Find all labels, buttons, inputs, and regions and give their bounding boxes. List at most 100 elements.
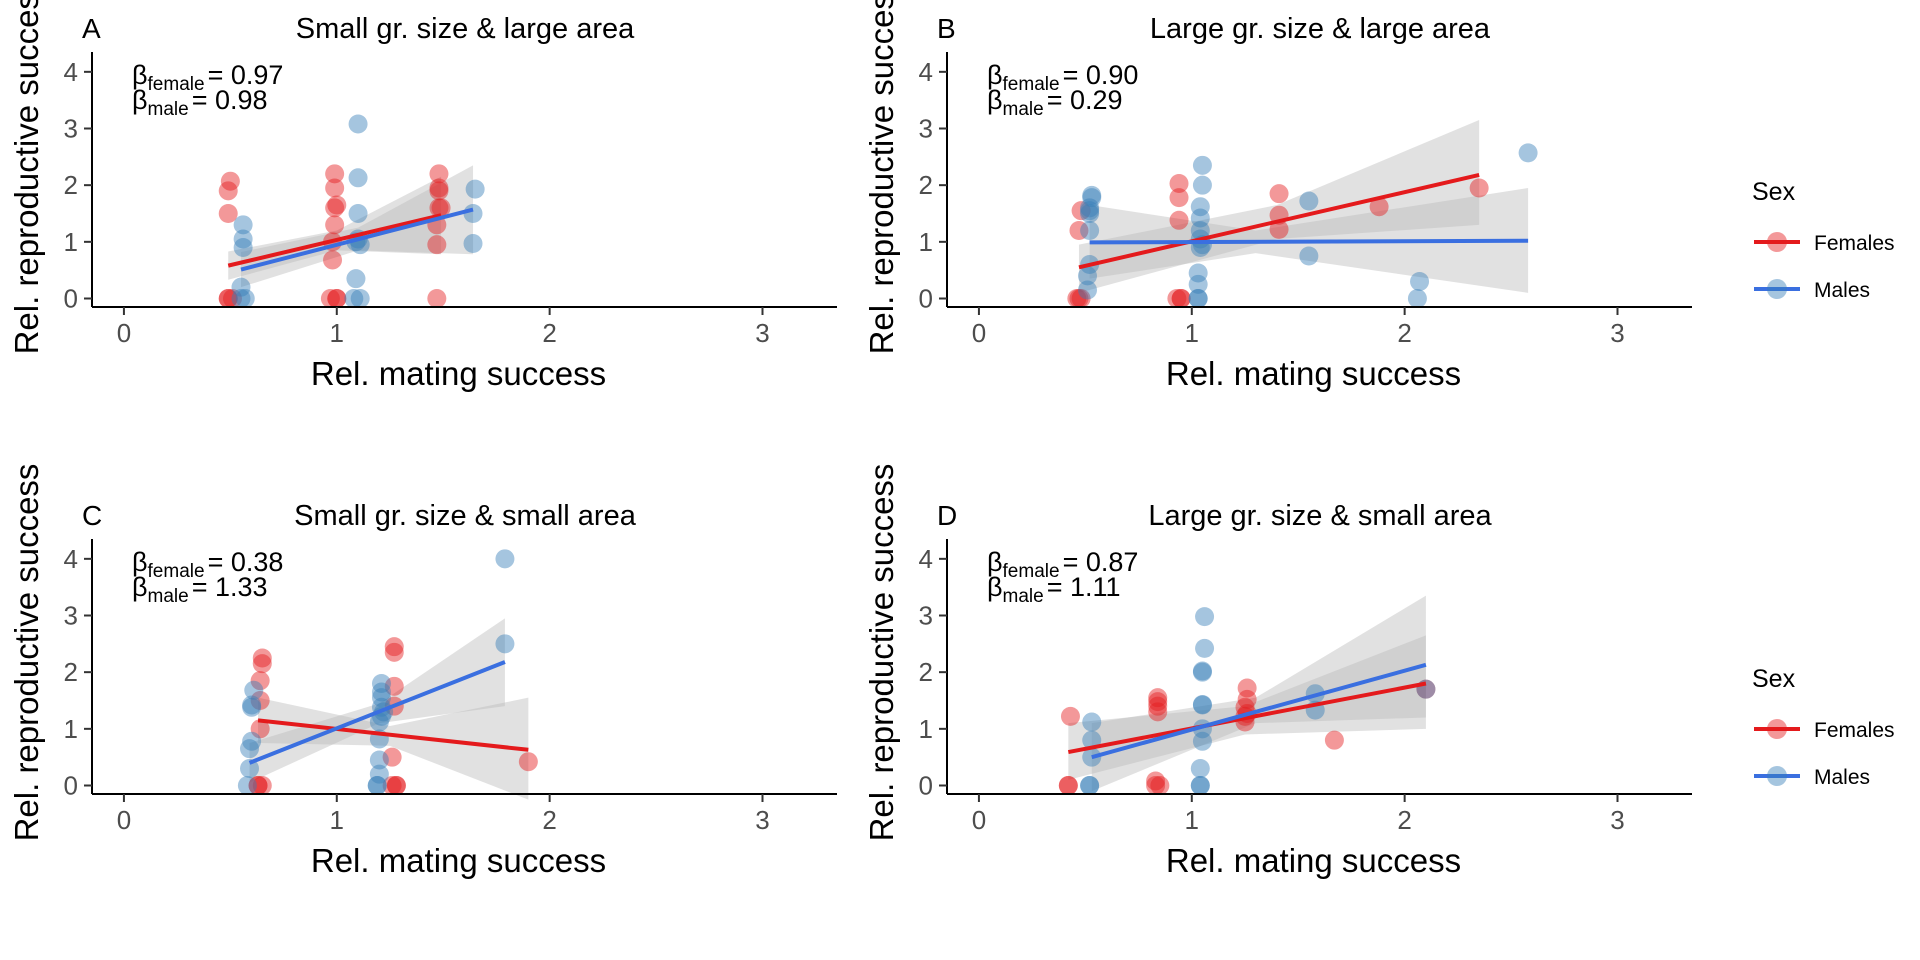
male-point	[231, 289, 251, 308]
female-point	[252, 776, 272, 795]
male-point	[369, 750, 389, 770]
female-point	[1148, 696, 1168, 716]
legend-female-key-point	[1767, 719, 1787, 739]
male-point	[1192, 731, 1212, 751]
female-fit-line	[227, 213, 442, 268]
female-point	[431, 198, 451, 218]
female-point	[1269, 184, 1289, 204]
female-ci-ribbon	[1078, 120, 1480, 293]
beta-value: = 0.97	[208, 60, 284, 90]
female-point	[250, 671, 270, 691]
x-tick-label: 2	[542, 318, 556, 348]
female-point	[1171, 289, 1191, 308]
male-ci-ribbon	[249, 618, 505, 783]
y-tick-label: 3	[64, 114, 78, 144]
male-point	[371, 674, 391, 693]
male-point	[348, 114, 368, 134]
x-tick-label: 2	[1397, 805, 1411, 835]
panel-b: B Large gr. size & large area 0 1 2 301234R…	[863, 0, 1692, 392]
x-tick-label: 1	[1185, 805, 1199, 835]
female-point	[386, 776, 406, 795]
beta-symbol: β	[132, 85, 148, 115]
female-point	[1237, 678, 1257, 698]
female-point	[250, 719, 270, 739]
male-point	[369, 712, 389, 732]
beta-value: = 0.98	[192, 85, 268, 115]
male-point	[1192, 175, 1212, 195]
female-point	[220, 171, 240, 191]
female-point	[248, 776, 268, 795]
beta-subscript: male	[1003, 586, 1044, 607]
x-tick-label: 1	[330, 805, 344, 835]
beta-subscript: female	[148, 74, 205, 95]
y-tick-label: 2	[64, 657, 78, 687]
female-point	[1369, 197, 1389, 217]
female-point	[218, 181, 238, 201]
male-point	[1080, 201, 1100, 221]
y-tick-label: 1	[64, 227, 78, 257]
male-point	[495, 634, 515, 654]
female-point	[218, 289, 238, 308]
beta-subscript: male	[148, 586, 189, 607]
beta-value: = 0.90	[1063, 60, 1139, 90]
female-ci-ribbon	[258, 697, 529, 800]
female-point	[1269, 219, 1289, 239]
beta-value: = 0.87	[1063, 547, 1139, 577]
y-tick-label: 1	[64, 714, 78, 744]
x-tick-label: 3	[1610, 318, 1624, 348]
beta-value: = 1.11	[1047, 572, 1121, 602]
female-point	[1167, 289, 1187, 308]
male-point	[463, 234, 483, 254]
female-fit-line	[1078, 173, 1480, 270]
x-tick-label: 0	[972, 805, 986, 835]
y-tick-label: 3	[64, 601, 78, 631]
male-fit-line	[1089, 238, 1529, 245]
male-fit-line	[248, 660, 506, 765]
y-tick-label: 2	[919, 657, 933, 687]
male-point	[371, 682, 391, 702]
female-ci-ribbon	[1068, 635, 1426, 780]
male-point	[1195, 607, 1215, 627]
male-point	[1080, 204, 1100, 223]
male-point	[348, 204, 368, 223]
x-tick-label: 2	[1397, 318, 1411, 348]
female-point	[427, 289, 447, 308]
beta-male-annotation: βmale = 0.98	[132, 85, 268, 120]
legend-male-key-point	[1767, 279, 1787, 299]
female-point	[325, 198, 345, 218]
legend-female-label: Females	[1814, 232, 1895, 255]
female-fit-line	[257, 718, 529, 752]
male-point	[346, 269, 366, 289]
female-point	[1237, 689, 1257, 709]
female-point	[1148, 702, 1168, 722]
male-point	[235, 289, 255, 308]
x-tick-label: 0	[972, 318, 986, 348]
y-tick-label: 3	[919, 601, 933, 631]
male-point	[348, 168, 368, 188]
beta-male-annotation: βmale = 1.11	[987, 572, 1121, 607]
male-point	[1190, 776, 1210, 795]
beta-symbol: β	[987, 572, 1003, 602]
female-point	[325, 215, 345, 235]
female-point	[325, 178, 345, 198]
male-point	[1080, 776, 1100, 795]
female-point	[427, 235, 447, 255]
panel-title: Large gr. size & small area	[1148, 500, 1492, 532]
male-point	[1080, 198, 1100, 218]
male-point	[242, 697, 262, 717]
beta-value: = 0.29	[1047, 85, 1123, 115]
male-point	[1518, 143, 1538, 163]
panel-tag: C	[82, 500, 102, 531]
male-point	[1080, 221, 1100, 240]
female-point	[327, 289, 347, 308]
female-point	[429, 164, 449, 184]
beta-symbol: β	[987, 547, 1003, 577]
panel-tag: D	[937, 500, 957, 531]
panel-a: A Small gr. size & large area 0 1 2 301234R…	[8, 0, 837, 392]
legend-female-key-point	[1767, 232, 1787, 252]
y-tick-label: 4	[919, 57, 933, 87]
male-point	[367, 776, 387, 795]
female-point	[1071, 201, 1091, 221]
panel-d: D Large gr. size & small area 0 1 2 301234R…	[863, 464, 1692, 879]
female-fit-line	[1067, 681, 1427, 755]
